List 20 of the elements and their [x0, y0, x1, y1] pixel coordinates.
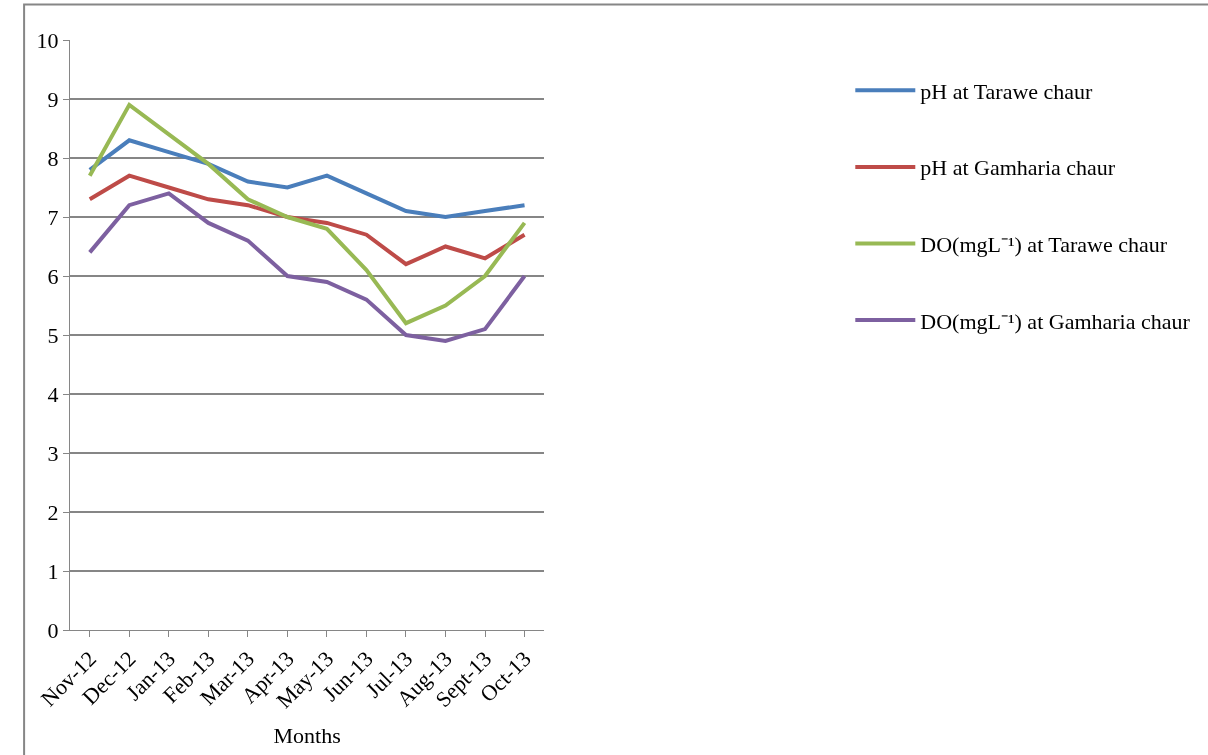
y-tick-label: 10: [36, 27, 59, 53]
y-tick-label: 6: [47, 263, 59, 289]
y-tick-label: 4: [47, 381, 59, 407]
legend-label: DO(mgL⁻¹) at Tarawe chaur: [920, 232, 1168, 258]
y-tick-label: 1: [47, 558, 59, 584]
line-series: [87, 102, 527, 326]
x-axis-title: Months: [273, 722, 341, 748]
y-tick-label: 8: [47, 145, 59, 171]
y-tick-label: 0: [47, 617, 59, 643]
legend-label: DO(mgL⁻¹) at Gamharia chaur: [920, 308, 1191, 334]
y-tick-label: 7: [47, 204, 59, 230]
y-tick-label: 9: [47, 86, 59, 112]
legend-label: pH at Tarawe chaur: [920, 78, 1094, 104]
y-tick-label: 5: [47, 322, 59, 348]
legend-label: pH at Gamharia chaur: [920, 155, 1116, 181]
y-tick-label: 2: [47, 499, 59, 525]
line-series: [87, 191, 527, 343]
y-tick-label: 3: [47, 440, 59, 466]
line-series: [87, 173, 527, 267]
line-series: [87, 138, 527, 219]
